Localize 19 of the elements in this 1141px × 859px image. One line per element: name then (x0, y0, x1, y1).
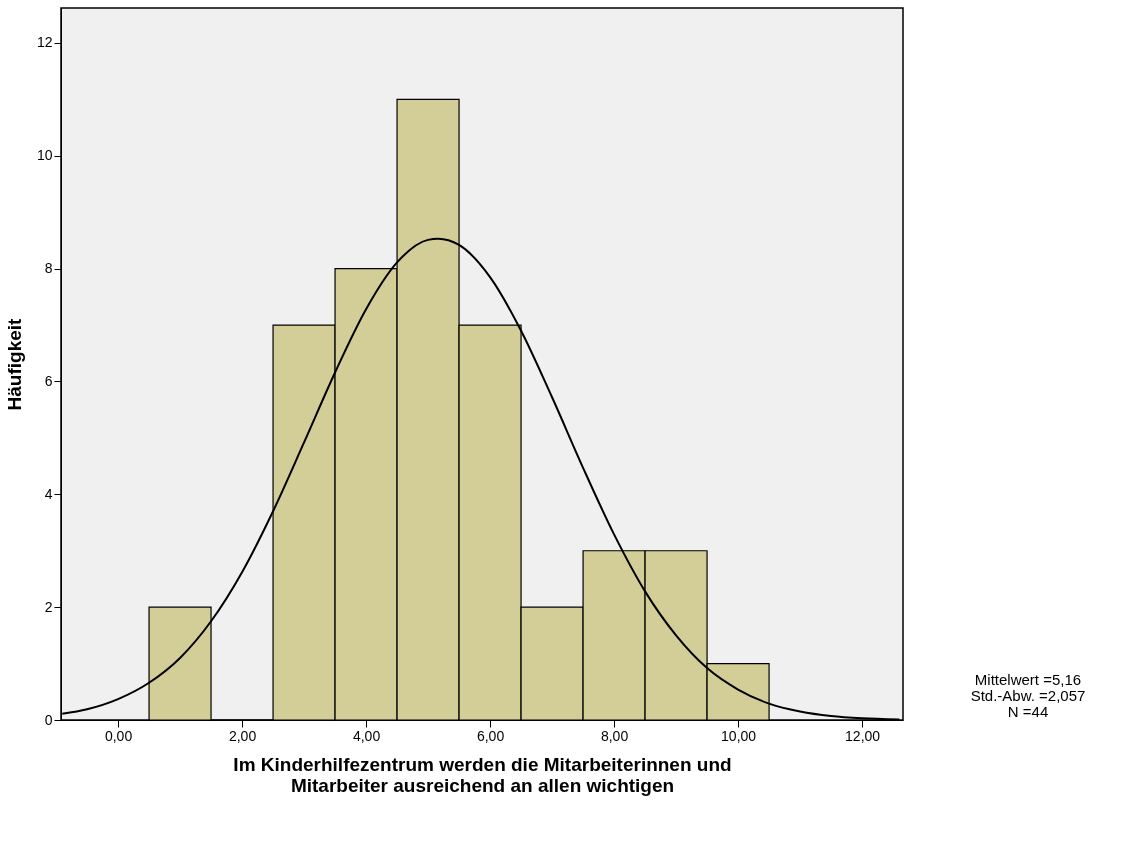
x-tick-label: 12,00 (845, 727, 881, 744)
text: Mittelwert =5,16 (974, 671, 1082, 688)
text: Std.-Abw. =2,057 (970, 687, 1086, 704)
x-tick-label: 2,00 (228, 727, 257, 744)
y-tick-label: 2 (44, 598, 53, 615)
x-tick-label: 10,00 (721, 727, 757, 744)
y-tick-label: 12 (36, 34, 53, 51)
y-tick-label: 6 (44, 372, 53, 389)
y-tick-label: 0 (44, 711, 53, 728)
y-tick-label: 4 (44, 485, 53, 502)
x-tick-label: 6,00 (476, 727, 505, 744)
y-tick-label: 8 (44, 260, 53, 277)
x-tick-label: 0,00 (104, 727, 133, 744)
text: N =44 (1007, 703, 1049, 720)
y-tick-label: 10 (36, 147, 53, 164)
x-tick-label: 8,00 (600, 727, 629, 744)
x-tick-label: 4,00 (352, 727, 381, 744)
y-axis-title: Häufigkeit (3, 317, 25, 411)
x-axis-title: Im Kinderhilfezentrum werden die Mitarbeiterinnen und Mitarbeiter ausreichend an allen wichtigen (233, 753, 732, 796)
